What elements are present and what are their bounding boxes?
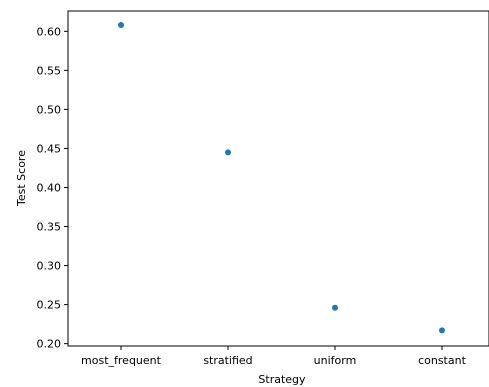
x-tick-label: stratified [203,354,252,367]
y-tick-label: 0.30 [37,260,62,273]
data-point [332,304,338,311]
data-points [118,22,445,334]
x-axis-ticks: most_frequent stratified uniform constant [81,346,467,367]
y-tick-label: 0.50 [37,103,62,116]
x-tick-label: most_frequent [81,354,162,367]
y-axis-ticks: 0.20 0.25 0.30 0.35 0.40 0.45 0.50 0.55 0.60 [37,25,68,351]
x-tick-label: uniform [314,354,357,367]
y-tick-label: 0.25 [37,299,62,312]
data-point [118,22,124,29]
y-tick-label: 0.55 [37,64,62,77]
x-tick-label: constant [418,354,467,367]
y-tick-label: 0.60 [37,25,62,38]
data-point [225,149,231,156]
y-axis-title: Test Score [15,150,28,207]
x-axis-title: Strategy [258,373,306,386]
plot-frame [67,10,489,347]
y-tick-label: 0.45 [37,142,62,155]
y-tick-label: 0.20 [37,338,62,351]
y-tick-label: 0.35 [37,221,62,234]
y-tick-label: 0.40 [37,181,62,194]
data-point [439,327,445,334]
